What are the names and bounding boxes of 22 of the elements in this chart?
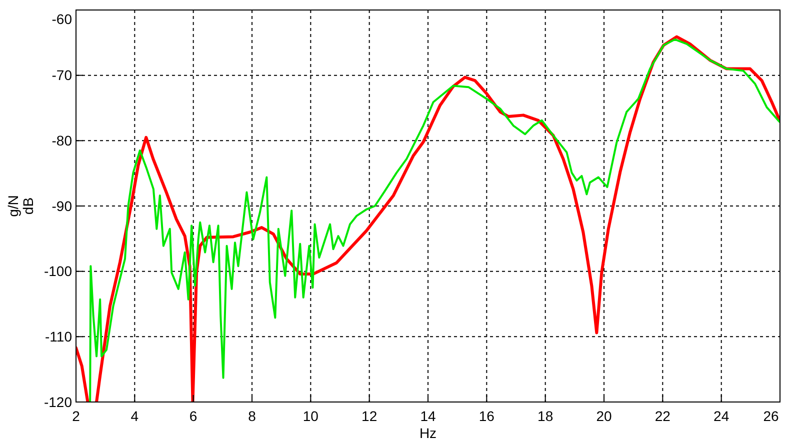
y-axis-title: g/N dB (5, 195, 36, 217)
y-tick-label: -80 (52, 132, 72, 149)
y-tick-label: -60 (52, 10, 72, 27)
x-tick-label: 2 (72, 408, 80, 424)
y-tick-label: -70 (52, 67, 72, 84)
x-tick-label: 4 (130, 408, 139, 424)
x-tick-label: 16 (478, 408, 495, 424)
x-tick-label: 10 (302, 408, 319, 424)
x-tick-label: 26 (763, 408, 779, 424)
y-tick-label: -100 (44, 263, 72, 280)
y-tick-label: -110 (45, 328, 72, 345)
x-tick-label: 12 (362, 408, 378, 424)
x-tick-label: 18 (538, 408, 554, 424)
x-tick-label: 14 (420, 408, 436, 424)
x-tick-label: 8 (248, 408, 256, 424)
x-tick-label: 22 (654, 408, 671, 424)
x-tick-label: 6 (189, 408, 198, 424)
y-tick-label: -90 (52, 198, 72, 214)
x-tick-label: 20 (596, 408, 612, 424)
x-tick-label: 24 (714, 408, 730, 424)
y-tick-label: -120 (44, 394, 72, 410)
x-axis-title: Hz (419, 425, 437, 440)
